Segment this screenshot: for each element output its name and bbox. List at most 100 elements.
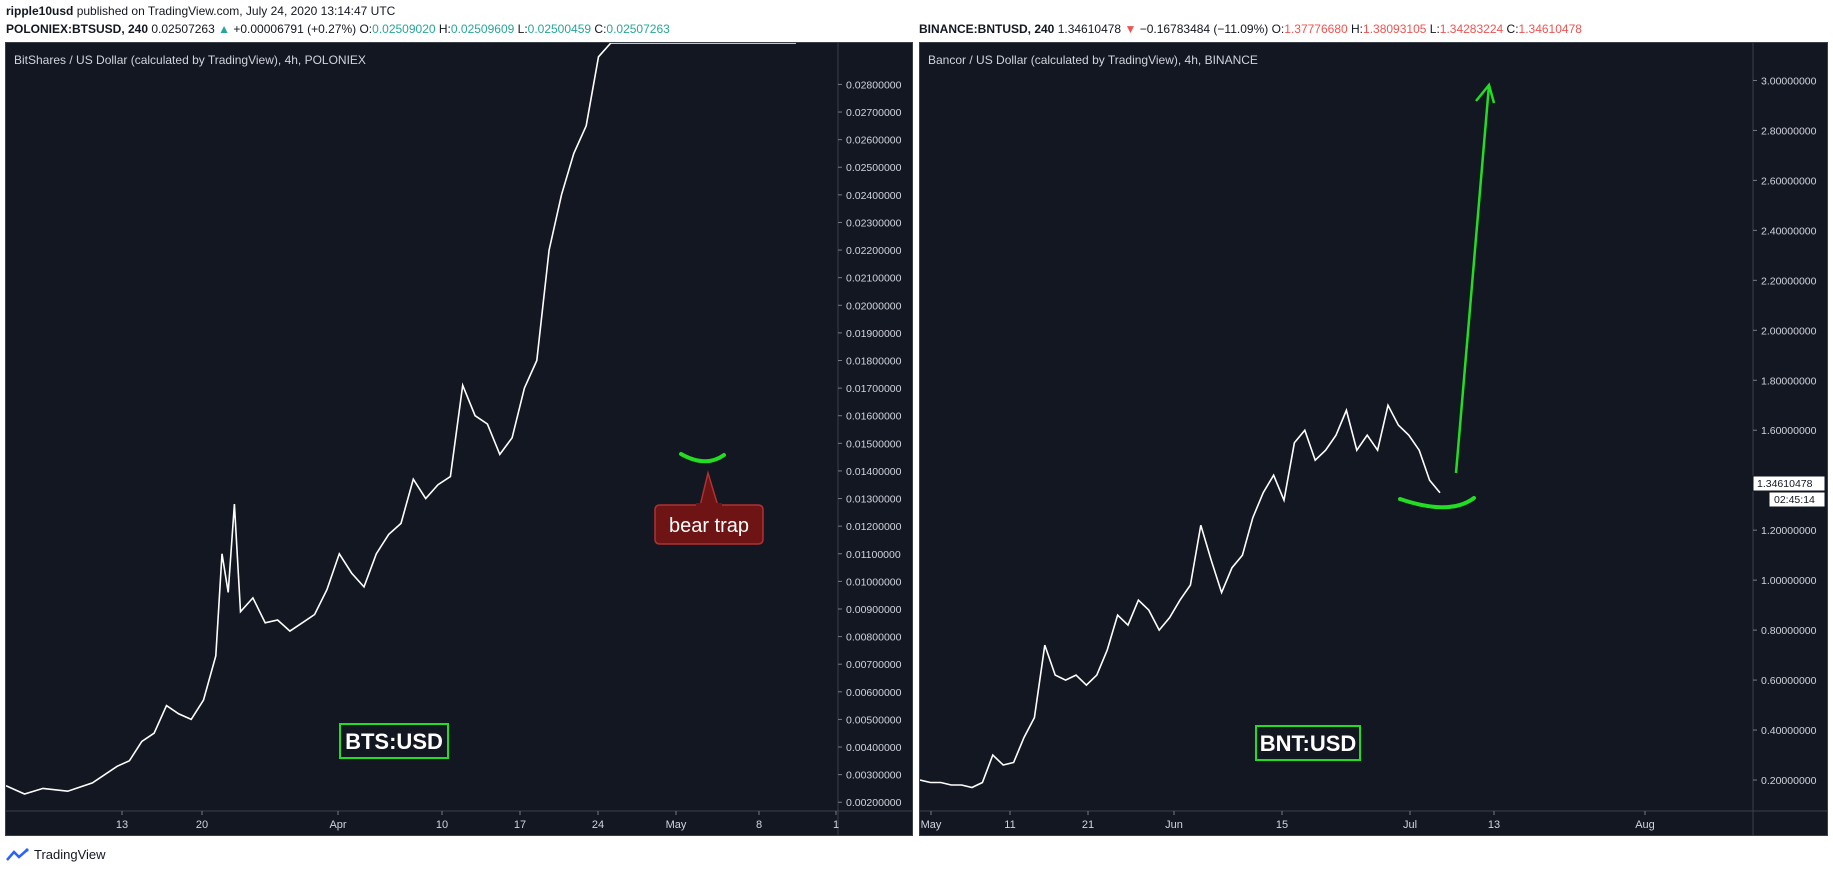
left-symbol: POLONIEX:BTSUSD, 240 xyxy=(6,22,149,36)
bnt-usd-label: BNT:USD xyxy=(1255,725,1361,761)
y-tick-label: 0.00500000 xyxy=(846,714,902,726)
y-tick-label: 0.00900000 xyxy=(846,604,902,616)
bts-usd-text: BTS:USD xyxy=(345,729,443,754)
bear-trap-callout: bear trap xyxy=(654,470,764,545)
x-tick-label: 1 xyxy=(833,819,839,831)
y-tick-label: 0.01200000 xyxy=(846,521,902,533)
left-open: 0.02509020 xyxy=(372,22,436,36)
y-tick-label: 0.01500000 xyxy=(846,438,902,450)
target-arrow-head xyxy=(1475,82,1496,104)
left-change: +0.00006791 (+0.27%) xyxy=(233,22,357,36)
y-tick-label: 0.01900000 xyxy=(846,328,902,340)
y-tick-label: 0.02500000 xyxy=(846,162,902,174)
publish-header: ripple10usd published on TradingView.com… xyxy=(6,4,395,18)
footer-brand-text: TradingView xyxy=(34,847,106,862)
left-open-label: O: xyxy=(359,22,373,36)
y-tick-label: 0.80000000 xyxy=(1761,625,1817,637)
left-price-line xyxy=(6,43,796,795)
y-tick-label: 0.40000000 xyxy=(1761,725,1817,737)
right-bottom-curve xyxy=(1398,496,1476,510)
footer-brand[interactable]: TradingView xyxy=(6,847,106,862)
last-price-tag: 1.34610478 02:45:14 xyxy=(1752,475,1826,508)
left-low-label: L: xyxy=(517,22,528,36)
y-tick-label: 0.02200000 xyxy=(846,245,902,257)
x-tick-label: 13 xyxy=(116,819,128,831)
y-tick-label: 0.00700000 xyxy=(846,659,902,671)
y-tick-label: 1.60000000 xyxy=(1761,425,1817,437)
right-chart-panel[interactable]: Bancor / US Dollar (calculated by Tradin… xyxy=(919,42,1828,836)
right-chart-svg[interactable]: 3.00000000 2.80000000 2.60000000 2.40000000… xyxy=(920,43,1827,835)
y-tick-label: 0.01100000 xyxy=(846,549,901,561)
left-high-label: H: xyxy=(438,22,451,36)
bnt-usd-text: BNT:USD xyxy=(1260,731,1357,756)
y-tick-label: 0.01300000 xyxy=(846,494,902,506)
y-tick-label: 0.01800000 xyxy=(846,356,902,368)
x-tick-label: Jun xyxy=(1165,819,1183,831)
x-tick-label: 11 xyxy=(1004,819,1015,831)
x-tick-label: Apr xyxy=(329,819,346,831)
y-tick-label: 0.60000000 xyxy=(1761,675,1817,687)
y-tick-label: 0.20000000 xyxy=(1761,775,1817,787)
left-bottom-curve xyxy=(679,452,726,464)
x-tick-label: 8 xyxy=(756,819,762,831)
right-low: 1.34283224 xyxy=(1439,22,1504,36)
last-price-tag-text: 1.34610478 xyxy=(1757,478,1813,490)
y-tick-label: 0.00200000 xyxy=(846,797,902,809)
y-tick-label: 2.60000000 xyxy=(1761,175,1817,187)
y-tick-label: 1.20000000 xyxy=(1761,525,1817,537)
right-price-line xyxy=(920,403,1441,789)
x-tick-label: 17 xyxy=(514,819,526,831)
x-tick-label: 24 xyxy=(592,819,604,831)
right-chart-title: Bancor / US Dollar (calculated by Tradin… xyxy=(928,53,1258,67)
bear-trap-text: bear trap xyxy=(669,515,749,537)
y-tick-label: 0.00600000 xyxy=(846,687,902,699)
x-tick-label: 21 xyxy=(1082,819,1094,831)
x-tick-label: 10 xyxy=(436,819,448,831)
y-tick-label: 0.00800000 xyxy=(846,632,902,644)
y-tick-label: 2.80000000 xyxy=(1761,125,1817,137)
left-low: 0.02500459 xyxy=(527,22,592,36)
x-tick-label: 20 xyxy=(196,819,208,831)
right-symbol: BINANCE:BNTUSD, 240 xyxy=(919,22,1055,36)
y-tick-label: 1.80000000 xyxy=(1761,375,1817,387)
y-tick-label: 0.00400000 xyxy=(846,742,902,754)
left-close-label: C: xyxy=(594,22,607,36)
right-change: −0.16783484 (−11.09%) xyxy=(1139,22,1269,36)
down-arrow-icon: ▼ xyxy=(1124,22,1137,36)
right-last-price: 1.34610478 xyxy=(1057,22,1122,36)
right-open-label: O: xyxy=(1271,22,1285,36)
y-tick-label: 0.02300000 xyxy=(846,217,902,229)
y-tick-label: 0.01000000 xyxy=(846,576,902,588)
right-open: 1.37776680 xyxy=(1284,22,1348,36)
publish-info: published on TradingView.com, July 24, 2… xyxy=(76,4,396,18)
y-tick-label: 0.02600000 xyxy=(846,135,902,147)
y-tick-label: 0.02000000 xyxy=(846,300,902,312)
y-tick-label: 0.01400000 xyxy=(846,466,902,478)
x-tick-label: Jul xyxy=(1403,819,1417,831)
y-tick-label: 2.00000000 xyxy=(1761,325,1817,337)
y-tick-label: 0.02700000 xyxy=(846,107,902,119)
left-last-price: 0.02507263 xyxy=(151,22,215,36)
y-tick-label: 0.01600000 xyxy=(846,411,902,423)
right-close-label: C: xyxy=(1506,22,1519,36)
y-tick-label: 0.02800000 xyxy=(846,79,902,91)
x-tick-label: 13 xyxy=(1488,819,1500,831)
x-tick-label: Aug xyxy=(1635,819,1655,831)
left-chart-panel[interactable]: BitShares / US Dollar (calculated by Tra… xyxy=(5,42,913,836)
right-high-label: H: xyxy=(1351,22,1364,36)
left-chart-svg[interactable]: 0.02800000 0.02700000 0.02600000 0.02500000… xyxy=(6,43,912,835)
target-arrow-shaft xyxy=(1454,84,1491,474)
y-tick-label: 0.02400000 xyxy=(846,190,902,202)
left-chart-title: BitShares / US Dollar (calculated by Tra… xyxy=(14,53,366,67)
left-close: 0.02507263 xyxy=(606,22,670,36)
x-tick-label: May xyxy=(666,819,687,831)
right-close: 1.34610478 xyxy=(1518,22,1582,36)
y-tick-label: 3.00000000 xyxy=(1761,75,1817,87)
countdown-text: 02:45:14 xyxy=(1774,494,1815,506)
up-arrow-icon: ▲ xyxy=(218,22,231,36)
y-tick-label: 0.00300000 xyxy=(846,770,902,782)
x-tick-label: 15 xyxy=(1276,819,1288,831)
author-name[interactable]: ripple10usd xyxy=(6,4,74,18)
right-high: 1.38093105 xyxy=(1363,22,1427,36)
right-quote-line: BINANCE:BNTUSD, 240 1.34610478 ▼ −0.1678… xyxy=(919,22,1582,36)
